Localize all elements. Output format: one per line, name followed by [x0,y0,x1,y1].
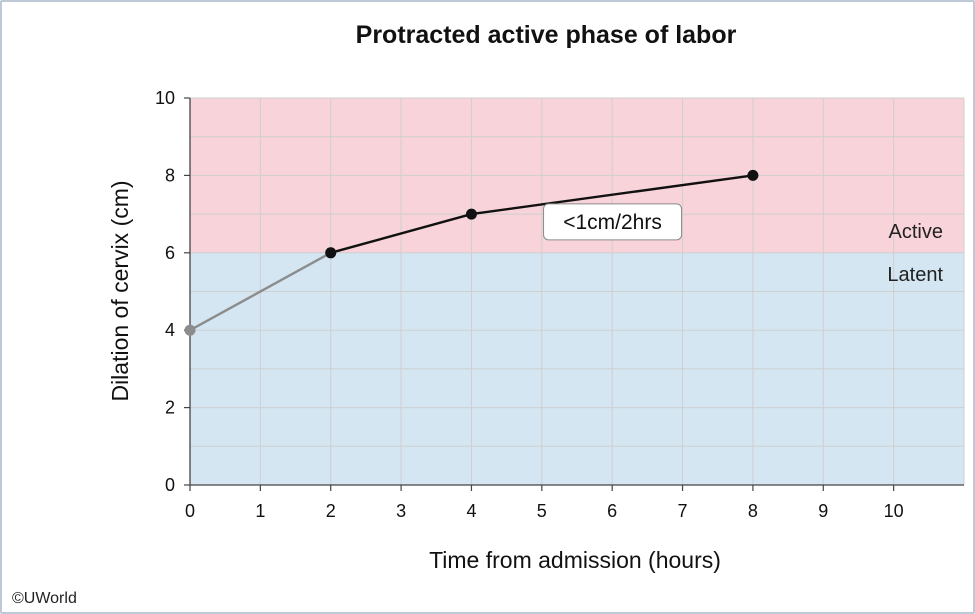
x-tick-label: 10 [884,501,904,521]
data-point [465,208,477,220]
series-line-0 [189,251,332,332]
x-tick-label: 9 [818,501,828,521]
grid-lines [190,97,965,485]
y-tick-label: 2 [165,398,175,418]
x-tick-label: 4 [466,501,476,521]
x-tick-label: 8 [748,501,758,521]
y-tick-label: 8 [165,165,175,185]
x-tick-label: 6 [607,501,617,521]
x-tick-label: 3 [396,501,406,521]
x-tick-label: 5 [537,501,547,521]
tick-labels: 0 1 2 3 4 5 6 7 8 9 10 0 2 4 6 8 10 [155,88,904,521]
y-tick-label: 6 [165,243,175,263]
y-tick-label: 10 [155,88,175,108]
callout-annotation: <1cm/2hrs [543,203,683,241]
data-point [184,324,196,336]
callout-text: <1cm/2hrs [563,211,662,234]
x-tick-label: 0 [185,501,195,521]
region-label-latent: Latent [887,264,943,286]
x-tick-label: 7 [678,501,688,521]
x-axis-label: Time from admission (hours) [429,547,721,573]
y-axis-label: Dilation of cervix (cm) [107,180,133,401]
y-tick-label: 4 [165,320,175,340]
callout-box [543,203,683,241]
x-tick-label: 2 [326,501,336,521]
copyright-credit: ©UWorld [12,590,77,607]
chart-title: Protracted active phase of labor [356,21,737,49]
data-point [747,169,759,181]
data-point [325,247,337,259]
y-tick-label: 0 [165,475,175,495]
region-label-active: Active [889,221,943,243]
data-points [184,169,759,336]
x-tick-label: 1 [255,501,265,521]
